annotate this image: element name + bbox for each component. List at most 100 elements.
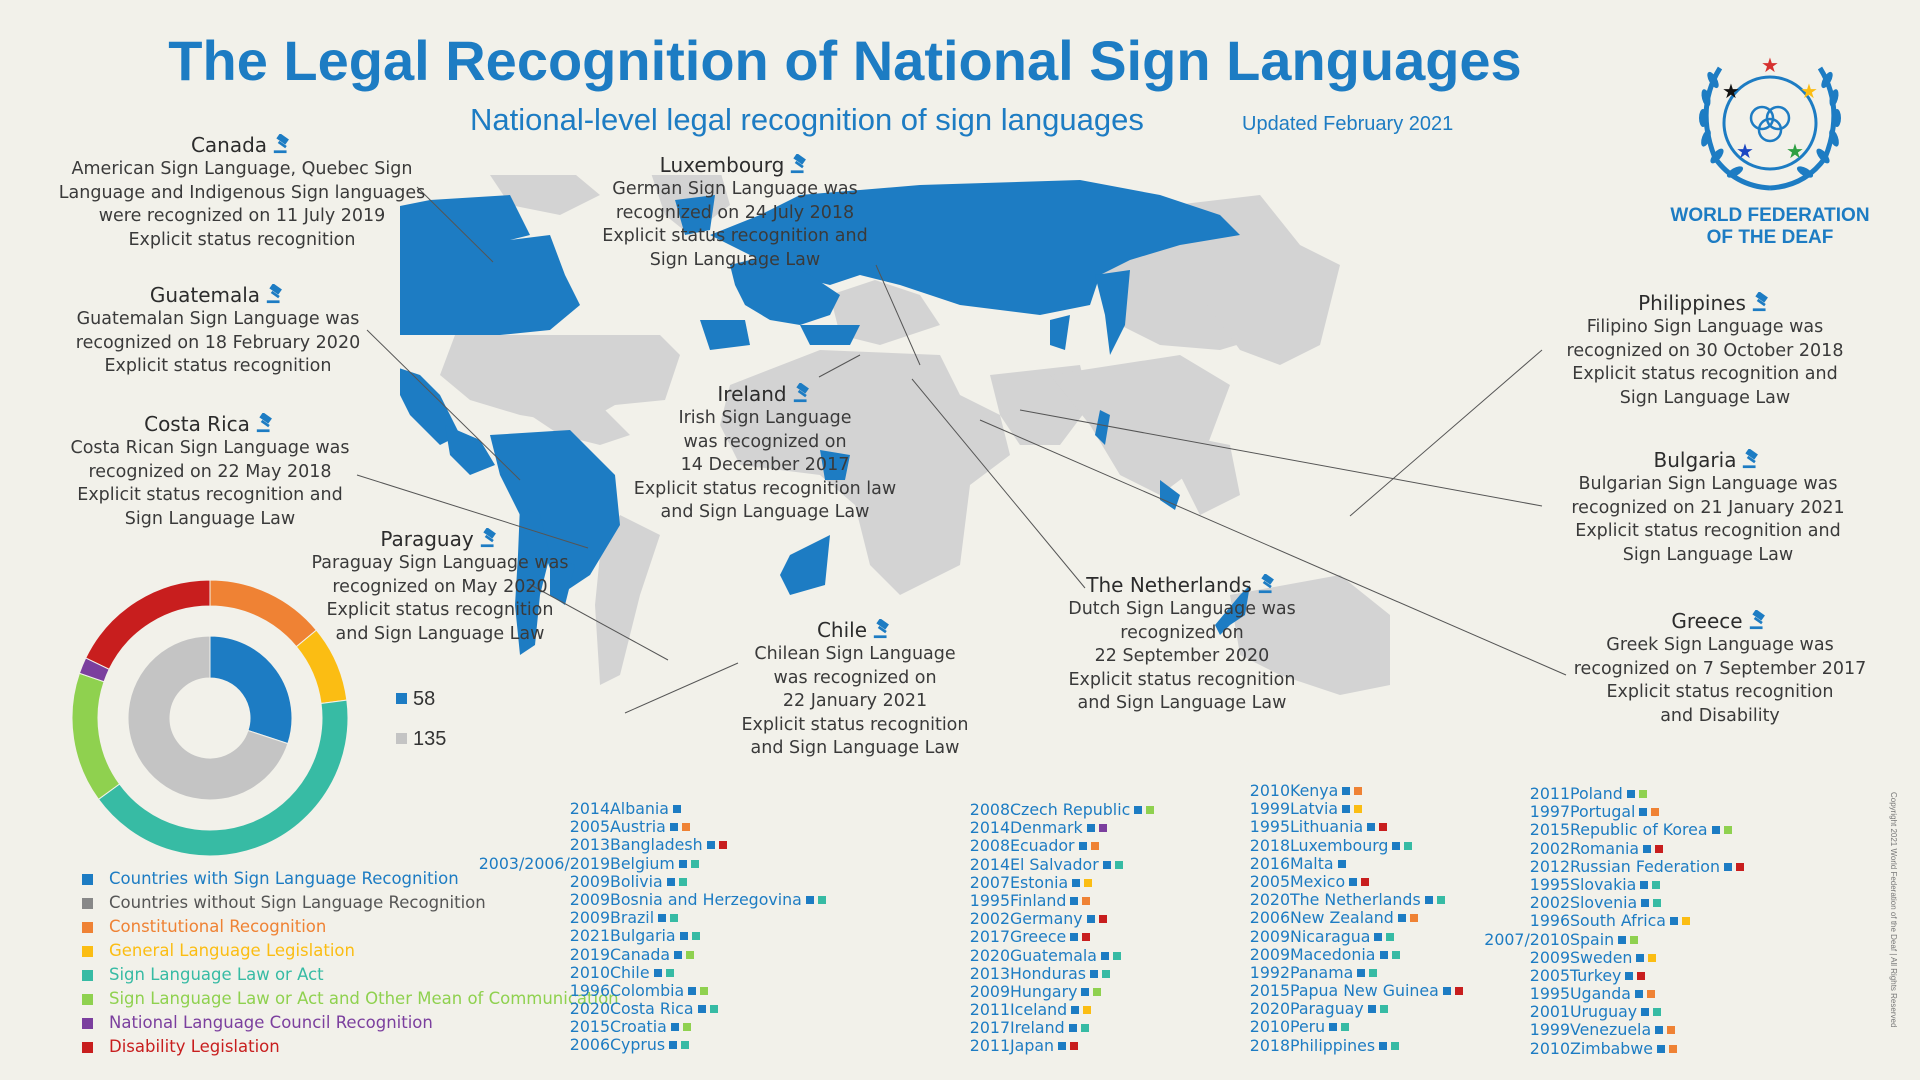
country-name: Germany — [1010, 910, 1107, 928]
country-name-text: Macedonia — [1290, 944, 1376, 964]
callout-greece-name: Greece — [1671, 609, 1743, 633]
country-year: 2017 — [969, 927, 1010, 947]
callout-netherlands-name: The Netherlands — [1086, 573, 1252, 597]
country-year: 2001 — [1529, 1002, 1570, 1022]
country-name-text: Republic of Korea — [1570, 820, 1708, 840]
country-row: 2005 Mexico — [1250, 872, 1670, 891]
callout-luxembourg: Luxembourg German Sign Language was reco… — [602, 153, 868, 270]
country-year: 2010 — [1529, 1038, 1570, 1058]
count-recognized: 58 — [396, 688, 435, 711]
country-name-text: Greece — [1010, 927, 1067, 947]
country-name-text: Czech Republic — [1010, 800, 1131, 819]
recognition-marker — [679, 932, 688, 941]
recognition-marker — [1711, 826, 1720, 835]
gavel-icon — [480, 528, 496, 548]
country-name: Bangladesh — [610, 836, 727, 854]
country-year: 2002 — [1529, 893, 1570, 913]
recognition-marker — [1086, 915, 1095, 924]
callout-luxembourg-name: Luxembourg — [659, 153, 785, 177]
country-row: 2010 Peru — [1250, 1017, 1670, 1037]
country-year: 1995 — [1529, 984, 1570, 1004]
country-name-text: Brazil — [610, 908, 655, 928]
recognition-marker — [1083, 1006, 1092, 1015]
country-year: 2009 — [1529, 947, 1570, 967]
country-year: 2018 — [1249, 835, 1290, 855]
callout-canada-name: Canada — [190, 133, 268, 157]
country-name: Portugal — [1570, 802, 1660, 822]
recognition-marker — [1397, 914, 1406, 923]
country-name: Spain — [1570, 930, 1639, 949]
callout-ireland-name: Ireland — [717, 382, 787, 406]
country-row: 2010 Kenya — [1250, 781, 1670, 800]
country-row: 2011 Poland — [1530, 784, 1920, 803]
country-name-text: Ireland — [1010, 1018, 1065, 1038]
country-list-col-4: 2011 Poland 1997 Portugal 2015 Republic of Ko… — [1484, 784, 1920, 1058]
country-year: 1999 — [1249, 799, 1290, 819]
country-name-text: Sweden — [1570, 947, 1633, 967]
country-name: Japan — [1010, 1037, 1079, 1055]
recognition-marker — [1070, 896, 1079, 905]
recognition-marker — [1653, 899, 1662, 908]
outer-slice-5 — [85, 579, 211, 670]
callout-philippines-name: Philippines — [1638, 291, 1746, 315]
recognition-marker — [1638, 790, 1647, 798]
country-year: 2010 — [1249, 1017, 1290, 1037]
country-name: Belgium — [610, 854, 699, 873]
svg-text:★: ★ — [1786, 141, 1804, 163]
country-row: 2010 Zimbabwe — [1530, 1039, 1920, 1058]
country-name-text: Kenya — [1290, 781, 1339, 800]
country-name-text: Peru — [1290, 1017, 1326, 1037]
country-name: Denmark — [1010, 819, 1107, 837]
country-row: 2017 Greece — [970, 927, 1390, 947]
country-year: 2020 — [969, 945, 1010, 965]
recognition-marker — [817, 895, 826, 904]
country-name-text: Austria — [610, 817, 666, 837]
wfd-logo: ★ ★ ★ ★ ★ WORLD FEDERATION OF THE DEAF — [1660, 48, 1880, 249]
legend-label: Constitutional Recognition — [109, 917, 327, 936]
country-name-text: Denmark — [1010, 818, 1083, 838]
country-year: 2009 — [569, 889, 610, 909]
country-name-text: Honduras — [1010, 963, 1086, 983]
country-name: Uganda — [1570, 984, 1655, 1003]
recognition-marker — [681, 823, 690, 832]
recognition-marker — [1349, 877, 1358, 886]
gavel-icon — [873, 619, 889, 639]
legend-swatch — [82, 946, 93, 957]
recognition-marker — [1086, 824, 1095, 833]
country-name-text: Colombia — [610, 980, 685, 1000]
country-name-text: Bosnia and Herzegovina — [610, 889, 802, 909]
country-row: 2001 Uruguay — [1530, 1002, 1920, 1022]
callout-bulgaria: Bulgaria Bulgarian Sign Language was rec… — [1571, 448, 1845, 565]
country-year: 2015 — [1249, 981, 1290, 1001]
country-year: 2013 — [969, 963, 1010, 983]
country-name-text: Portugal — [1570, 802, 1636, 822]
country-year: 2011 — [1529, 784, 1570, 803]
recognition-marker — [688, 986, 697, 995]
country-name-text: Uruguay — [1570, 1002, 1638, 1022]
recognition-marker — [1090, 842, 1099, 851]
country-row: 2015 Croatia — [570, 1018, 990, 1036]
country-row: 2008 Ecuador — [970, 837, 1390, 855]
country-name-text: El Salvador — [1010, 854, 1099, 874]
country-name: Kenya — [1290, 781, 1363, 800]
country-row: 2009 Macedonia — [1250, 944, 1670, 964]
recognition-marker — [1100, 951, 1109, 960]
country-row: 2020 Costa Rica — [570, 999, 990, 1018]
recognition-marker — [691, 932, 700, 941]
country-name-text: Philippines — [1290, 1035, 1376, 1055]
country-name: Guatemala — [1010, 946, 1121, 965]
country-name: Turkey — [1570, 966, 1646, 985]
gavel-icon — [1749, 610, 1765, 630]
legend-swatch — [82, 1042, 93, 1053]
outer-slice-1 — [295, 629, 348, 705]
country-row: 2006 New Zealand — [1250, 909, 1670, 927]
country-name-text: Luxembourg — [1290, 835, 1389, 855]
recognition-marker — [1667, 1026, 1676, 1035]
recognition-marker — [1454, 987, 1463, 996]
country-list-col-1: 2014 Albania 2005 Austria 2013 Bangladesh 2003… — [479, 799, 990, 1055]
country-row: 2003/2006/2019 Belgium — [479, 854, 990, 873]
country-name: El Salvador — [1010, 854, 1123, 874]
country-name: Austria — [610, 818, 690, 836]
country-year: 2009 — [569, 871, 610, 891]
legend-label: National Language Council Recognition — [109, 1013, 433, 1032]
